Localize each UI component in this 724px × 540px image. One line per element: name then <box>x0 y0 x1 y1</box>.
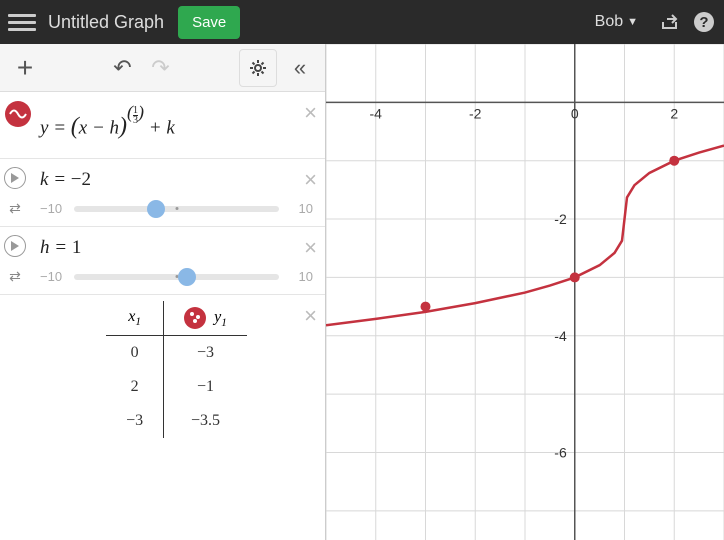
table-header-x: x1 <box>106 301 164 336</box>
svg-text:0: 0 <box>571 105 579 121</box>
collapse-panel-button[interactable]: « <box>281 49 319 87</box>
slider-equation: k = −2 <box>40 169 313 191</box>
shuffle-icon[interactable]: ⇄ <box>4 197 26 219</box>
slider-row-h[interactable]: ⇄ × h = 1 −10 10 <box>0 227 325 295</box>
table-header-y: y1 <box>164 301 247 336</box>
expression-panel: + ↶ ↷ « × y = (x − h)(13) + k ⇄ × k <box>0 44 326 540</box>
table-cell[interactable]: −3 <box>164 336 247 371</box>
svg-text:-4: -4 <box>554 328 567 344</box>
slider-max: 10 <box>287 201 313 216</box>
redo-button[interactable]: ↷ <box>142 49 180 87</box>
slider-track[interactable] <box>74 206 279 212</box>
slider-track[interactable] <box>74 274 279 280</box>
slider-min: −10 <box>40 201 66 216</box>
help-icon[interactable]: ? <box>692 10 716 34</box>
undo-button[interactable]: ↶ <box>104 49 142 87</box>
slider-thumb[interactable] <box>147 200 165 218</box>
close-icon[interactable]: × <box>304 167 317 193</box>
equation-text: y = (x − h)(13) + k <box>40 110 313 140</box>
svg-text:-4: -4 <box>370 105 383 121</box>
svg-text:2: 2 <box>670 105 678 121</box>
table-cell[interactable]: 2 <box>106 370 164 404</box>
menu-button[interactable] <box>8 8 36 36</box>
close-icon[interactable]: × <box>304 303 317 329</box>
user-menu[interactable]: Bob ▼ <box>595 13 638 31</box>
dice-icon[interactable] <box>184 307 206 329</box>
svg-text:-2: -2 <box>554 211 567 227</box>
slider-max: 10 <box>287 269 313 284</box>
graph-title[interactable]: Untitled Graph <box>48 12 164 33</box>
graph-area[interactable]: -4 -2 0 2 -2 -4 -6 <box>326 44 724 540</box>
table-cell[interactable]: −1 <box>164 370 247 404</box>
table-row[interactable]: × x1 y1 0−3 2−1 −3−3.5 <box>0 295 325 444</box>
play-icon[interactable] <box>4 167 26 189</box>
close-icon[interactable]: × <box>304 235 317 261</box>
close-icon[interactable]: × <box>304 100 317 126</box>
add-expression-button[interactable]: + <box>6 49 44 87</box>
slider-min: −10 <box>40 269 66 284</box>
save-button[interactable]: Save <box>178 6 240 39</box>
wave-icon[interactable] <box>4 100 32 128</box>
data-table: x1 y1 0−3 2−1 −3−3.5 <box>106 301 247 438</box>
share-icon[interactable] <box>658 10 682 34</box>
user-name: Bob <box>595 13 623 31</box>
svg-text:-6: -6 <box>554 444 567 460</box>
settings-icon[interactable] <box>239 49 277 87</box>
shuffle-icon[interactable]: ⇄ <box>4 265 26 287</box>
slider-row-k[interactable]: ⇄ × k = −2 −10 10 <box>0 159 325 227</box>
play-icon[interactable] <box>4 235 26 257</box>
slider-thumb[interactable] <box>178 268 196 286</box>
table-cell[interactable]: −3.5 <box>164 404 247 438</box>
table-cell[interactable]: 0 <box>106 336 164 371</box>
table-cell[interactable]: −3 <box>106 404 164 438</box>
svg-text:?: ? <box>699 14 708 31</box>
expression-row[interactable]: × y = (x − h)(13) + k <box>0 92 325 159</box>
slider-equation: h = 1 <box>40 237 313 259</box>
svg-text:-2: -2 <box>469 105 482 121</box>
